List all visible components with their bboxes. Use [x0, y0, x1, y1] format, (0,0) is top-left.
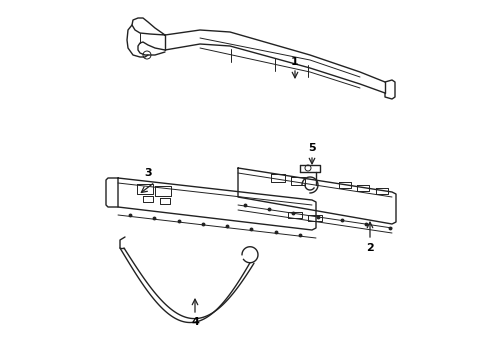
- Text: 4: 4: [191, 317, 199, 327]
- Text: 5: 5: [308, 143, 316, 153]
- Text: 3: 3: [144, 168, 152, 178]
- Text: 2: 2: [366, 243, 374, 253]
- Text: 1: 1: [291, 57, 299, 67]
